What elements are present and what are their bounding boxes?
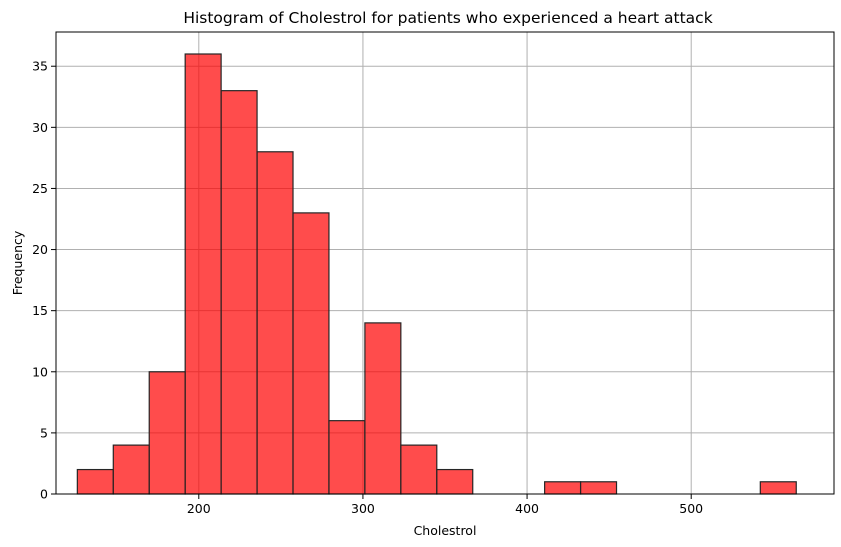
y-tick-label: 30 <box>32 120 48 135</box>
y-tick-label: 35 <box>32 59 48 74</box>
histogram-bar <box>579 481 618 495</box>
histogram-bar <box>400 444 438 495</box>
x-tick-label: 500 <box>679 501 703 516</box>
plot-frame <box>55 31 835 495</box>
histogram-bar <box>148 371 186 495</box>
x-tick-label: 400 <box>515 501 539 516</box>
histogram-bar <box>220 90 258 495</box>
histogram-bar <box>184 53 222 495</box>
y-tick-label: 5 <box>40 425 48 440</box>
y-tick-label: 10 <box>32 364 48 379</box>
y-axis-label: Frequency <box>10 230 25 295</box>
x-tick-label: 300 <box>351 501 375 516</box>
histogram-bar <box>544 481 582 495</box>
histogram-bar <box>436 468 474 495</box>
y-tick-label: 20 <box>32 242 48 257</box>
histogram-bar <box>292 212 330 495</box>
histogram-bar <box>256 151 294 495</box>
histogram-bar <box>364 322 402 495</box>
y-axis-ticks: 0 5 10 15 20 25 30 35 <box>32 59 56 502</box>
histogram-bar <box>328 420 366 495</box>
histogram-bars <box>76 53 797 495</box>
y-tick-label: 25 <box>32 181 48 196</box>
histogram-bar <box>76 468 114 495</box>
x-tick-label: 200 <box>187 501 211 516</box>
y-tick-label: 0 <box>40 487 48 502</box>
y-tick-label: 15 <box>32 303 48 318</box>
histogram-bar <box>112 444 150 495</box>
x-axis-ticks: 200 300 400 500 <box>187 494 703 516</box>
histogram-bar <box>759 481 797 495</box>
x-axis-label: Cholestrol <box>414 523 477 538</box>
chart-title: Histogram of Cholestrol for patients who… <box>183 9 712 27</box>
